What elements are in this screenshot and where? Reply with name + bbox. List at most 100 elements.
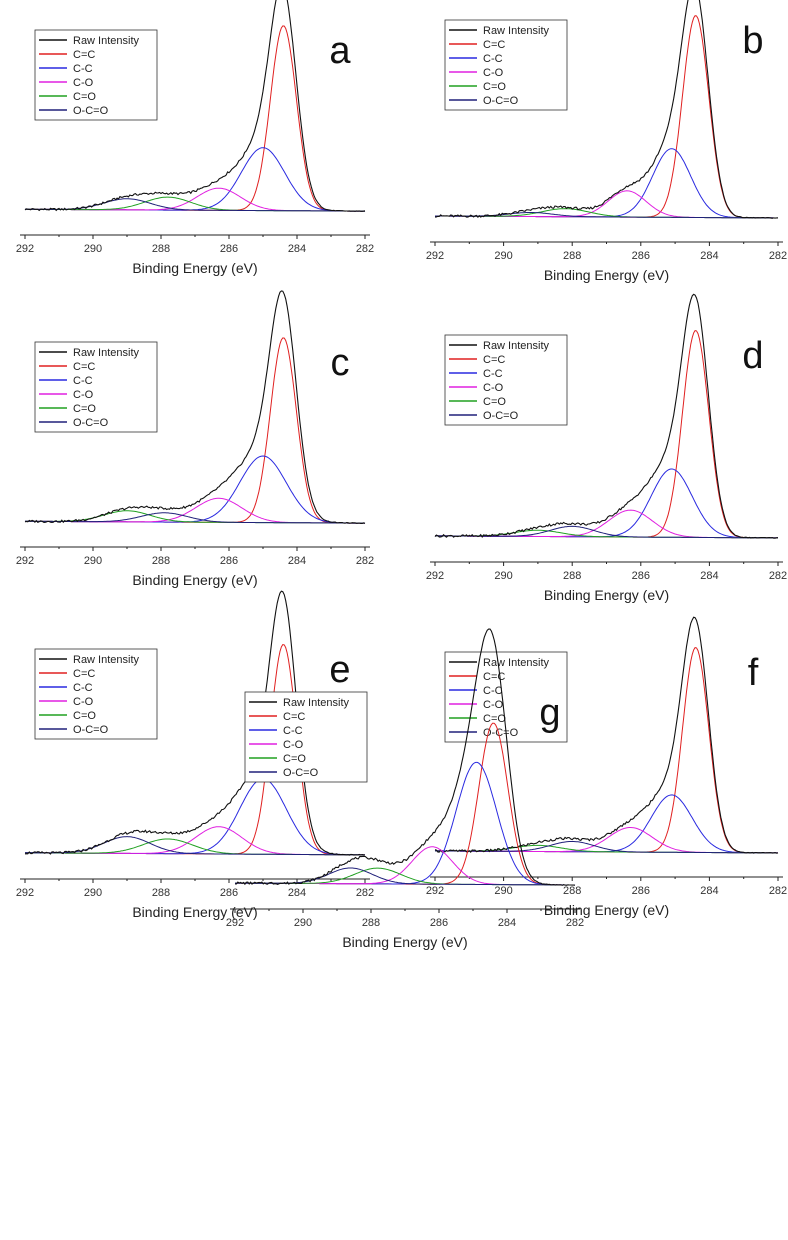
legend-box [444,19,568,111]
legend-entry-label: C=C [483,39,505,51]
x-tick-label: 292 [426,885,444,897]
legend-box [444,334,568,426]
x-tick-label: 290 [84,555,102,567]
legend-entry-label: C=O [73,91,96,103]
legend-entry-label: C=O [73,710,96,722]
panel-letter: f [748,652,759,694]
legend: Raw Intensity C=C C-C C-O C=O O-C=O [244,691,368,783]
legend-entry-label: C-C [283,725,303,737]
x-tick-label: 286 [632,570,650,582]
legend: Raw Intensity C=C C-C C-O C=O O-C=O [34,341,158,433]
legend: Raw Intensity C=C C-C C-O C=O O-C=O [444,19,568,111]
x-axis-label: Binding Energy (eV) [544,587,669,603]
series-raw-intensity-line [24,290,366,524]
x-tick-label: 282 [566,917,584,929]
series-raw-intensity-line [235,628,576,886]
legend-entry-label: C=O [283,753,306,765]
x-tick-label: 286 [430,917,448,929]
x-tick-label: 284 [700,570,718,582]
legend-entry-label: C=C [73,668,95,680]
x-tick-label: 290 [294,917,312,929]
x-tick-label: 282 [769,570,787,582]
series-oco-line [435,525,778,539]
legend-entry-label: C-C [73,682,93,694]
legend-box [34,29,158,121]
panel-letter: e [329,649,350,691]
x-tick-label: 292 [426,570,444,582]
x-tick-label: 288 [563,570,581,582]
legend-entry-label: C-O [483,67,504,79]
x-tick-label: 282 [769,885,787,897]
x-tick-label: 290 [494,250,512,262]
x-tick-label: 284 [498,917,516,929]
x-tick-label: 286 [220,887,238,899]
legend-box [244,691,368,783]
legend-entry-label: C-O [73,696,94,708]
x-tick-label: 284 [288,887,306,899]
series-raw-intensity-line [24,590,366,856]
legend: Raw Intensity C=C C-C C-O C=O O-C=O [34,29,158,121]
x-tick-label: 288 [362,917,380,929]
xps-panel-b: 292 290 288 286 284 282 Binding Energy (eV) Raw… [426,0,787,283]
series-raw-intensity-line [434,616,779,854]
x-tick-label: 284 [288,243,306,255]
legend-entry-label: C-C [73,375,93,387]
legend-entry-label: Raw Intensity [483,25,550,37]
x-tick-label: 286 [632,250,650,262]
legend: Raw Intensity C=C C-C C-O C=O O-C=O [444,334,568,426]
x-axis-label: Binding Energy (eV) [132,260,257,276]
legend-entry-label: C=O [483,713,506,725]
legend-entry-label: C-O [483,699,504,711]
x-tick-label: 282 [356,555,374,567]
legend-entry-label: Raw Intensity [73,347,140,359]
legend-entry-label: C-O [73,77,94,89]
legend-entry-label: C-C [483,53,503,65]
x-axis-label: Binding Energy (eV) [132,904,257,920]
x-axis-label: Binding Energy (eV) [342,934,467,950]
x-tick-label: 286 [632,885,650,897]
panel-letter: g [539,692,560,734]
legend-entry-label: C=C [73,49,95,61]
x-tick-label: 288 [152,243,170,255]
x-tick-label: 292 [16,243,34,255]
legend-entry-label: C-O [283,739,304,751]
legend-entry-label: O-C=O [483,410,519,422]
legend-entry-label: Raw Intensity [483,657,550,669]
legend-entry-label: C-C [483,368,503,380]
x-tick-label: 290 [84,887,102,899]
x-tick-label: 286 [220,555,238,567]
series-cc-line [25,455,365,524]
series-cc-line [25,778,365,856]
legend-entry-label: C=C [483,671,505,683]
x-axis-label: Binding Energy (eV) [132,572,257,588]
series-oco-line [25,836,365,856]
x-tick-label: 282 [356,887,374,899]
legend: Raw Intensity C=C C-C C-O C=O O-C=O [34,648,158,740]
panel-letter: b [742,20,763,62]
series-raw-intensity-line [24,0,366,212]
series-raw-intensity-line [434,0,779,219]
series-cc-line [25,147,365,212]
legend-entry-label: C-C [73,63,93,75]
x-tick-label: 292 [16,887,34,899]
legend-entry-label: Raw Intensity [483,340,550,352]
x-tick-label: 290 [84,243,102,255]
xps-panel-g: 292 290 288 286 284 282 Binding Energy (eV) Raw… [226,628,584,950]
legend-entry-label: C-O [483,382,504,394]
x-tick-label: 284 [700,250,718,262]
panel-letter: a [329,30,351,72]
legend-entry-label: O-C=O [73,105,109,117]
legend-entry-label: O-C=O [283,767,319,779]
legend-entry-label: C=O [73,403,96,415]
x-tick-label: 290 [494,570,512,582]
legend-entry-label: C=O [483,396,506,408]
legend-entry-label: Raw Intensity [73,654,140,666]
x-tick-label: 288 [563,885,581,897]
legend-entry-label: O-C=O [73,724,109,736]
legend-entry-label: C=C [483,354,505,366]
series-cc-line [435,148,778,219]
x-tick-label: 282 [769,250,787,262]
xps-panel-f: 292 290 288 286 284 282 Binding Energy (eV) Raw… [426,616,787,918]
legend-entry-label: Raw Intensity [283,697,350,709]
